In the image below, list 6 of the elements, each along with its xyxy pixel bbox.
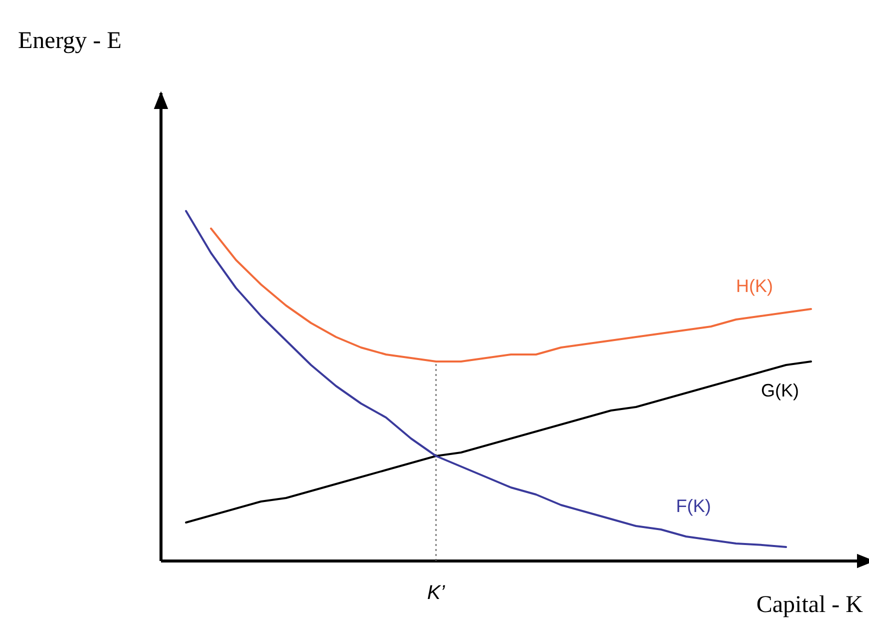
series-label: H(K) [736,276,773,296]
x-axis-title: Capital - K [756,592,864,618]
text: Energy - E [18,28,122,54]
series-label: F(K) [676,496,711,516]
text: K’ [427,582,445,604]
series-label: G(K) [761,380,799,400]
